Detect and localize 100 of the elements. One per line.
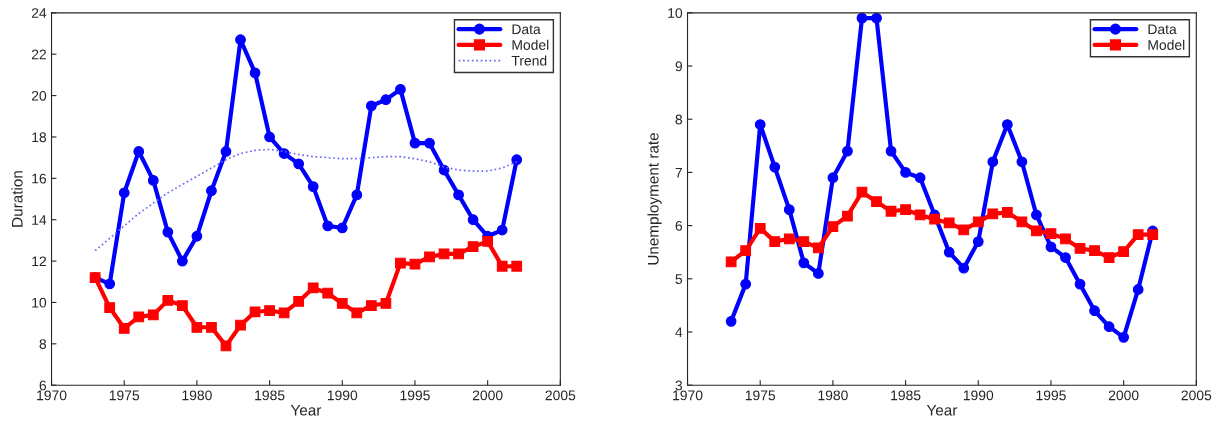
point (162, 226, 174, 238)
point (176, 255, 188, 267)
point (1031, 209, 1042, 221)
point (496, 224, 508, 236)
point (856, 12, 868, 24)
point (220, 146, 232, 157)
point (511, 154, 523, 166)
point (482, 236, 494, 247)
point (438, 164, 450, 176)
point (958, 224, 970, 236)
point (1089, 245, 1100, 256)
point (453, 248, 464, 260)
point (206, 185, 217, 197)
point (1103, 252, 1115, 263)
point (104, 302, 116, 314)
point (798, 257, 810, 269)
point (206, 321, 217, 333)
point (885, 145, 897, 157)
point (1147, 229, 1159, 241)
x-tick-label: 2000 (1108, 390, 1139, 401)
y-tick-label: 8 (675, 114, 683, 125)
point (1118, 246, 1130, 258)
y-tick-label: 14 (32, 215, 47, 225)
legend-label: Model (512, 39, 549, 50)
x-tick-label: 1995 (400, 390, 430, 401)
point (1016, 216, 1028, 228)
point (118, 322, 130, 334)
y-tick-label: 24 (31, 8, 47, 18)
point (783, 204, 795, 216)
legend-label: Model (1148, 39, 1185, 50)
point (307, 282, 319, 294)
point (278, 307, 290, 319)
point (769, 161, 781, 173)
point (1045, 228, 1057, 239)
point (842, 145, 853, 157)
point (322, 220, 334, 232)
y-tick-label: 10 (668, 8, 683, 19)
point (395, 84, 406, 95)
point (725, 315, 737, 327)
point (249, 306, 261, 318)
y-axis-title: Duration (11, 171, 23, 227)
point (235, 34, 246, 46)
y-tick-label: 10 (32, 297, 47, 308)
x-axis-title: Year (926, 404, 958, 416)
point (424, 251, 435, 263)
point (118, 187, 130, 199)
point (1132, 284, 1144, 295)
x-tick-label: 1975 (745, 390, 776, 401)
point (278, 148, 290, 159)
y-tick-label: 5 (675, 274, 683, 284)
point (1031, 225, 1042, 237)
point (1074, 278, 1086, 290)
point (453, 189, 464, 201)
point (812, 242, 824, 254)
y-axis-title: Unemployment rate (647, 133, 662, 265)
point (914, 172, 926, 184)
y-tick-label: 6 (39, 380, 47, 391)
point (438, 248, 450, 260)
point (322, 287, 334, 299)
point (1089, 305, 1100, 317)
y-tick-label: 4 (675, 327, 683, 338)
point (769, 236, 781, 247)
point (929, 213, 941, 225)
y-tick-label: 6 (675, 220, 683, 231)
point (1001, 206, 1013, 218)
point (264, 131, 275, 143)
point (380, 94, 392, 106)
point (395, 257, 406, 269)
point (754, 119, 766, 130)
point (871, 196, 882, 208)
point (798, 236, 810, 247)
point (351, 307, 363, 319)
x-axis-title: Year (290, 404, 322, 416)
y-tick-label: 7 (675, 167, 682, 178)
x-tick-label: 1970 (673, 390, 703, 401)
x-tick-label: 1975 (109, 390, 140, 401)
point (740, 278, 752, 290)
y-tick-label: 12 (32, 256, 46, 267)
point (812, 268, 824, 279)
x-tick-label: 1985 (891, 390, 921, 401)
x-tick-label: 1990 (963, 390, 994, 401)
x-tick-label: 1980 (818, 390, 848, 401)
point (914, 209, 926, 221)
point (496, 260, 508, 272)
y-tick-label: 16 (32, 173, 47, 184)
point (424, 137, 435, 149)
point (943, 246, 955, 258)
point (958, 262, 970, 274)
x-tick-label: 2000 (472, 390, 503, 401)
point (133, 311, 145, 323)
point (147, 309, 159, 321)
point (147, 175, 159, 186)
legend-label: Data (1148, 24, 1177, 35)
point (1045, 241, 1057, 253)
point (1001, 119, 1013, 130)
point (336, 298, 348, 309)
point (511, 260, 523, 272)
point (191, 321, 203, 333)
point (336, 222, 348, 234)
x-tick-label: 1970 (37, 390, 67, 401)
